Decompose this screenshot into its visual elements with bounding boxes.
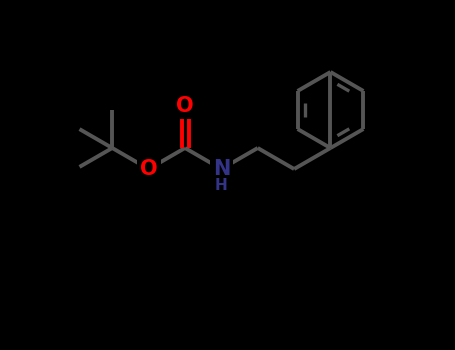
Text: O: O [140, 159, 157, 179]
Text: N: N [212, 159, 230, 179]
Text: H: H [215, 177, 228, 192]
Text: O: O [176, 96, 194, 116]
